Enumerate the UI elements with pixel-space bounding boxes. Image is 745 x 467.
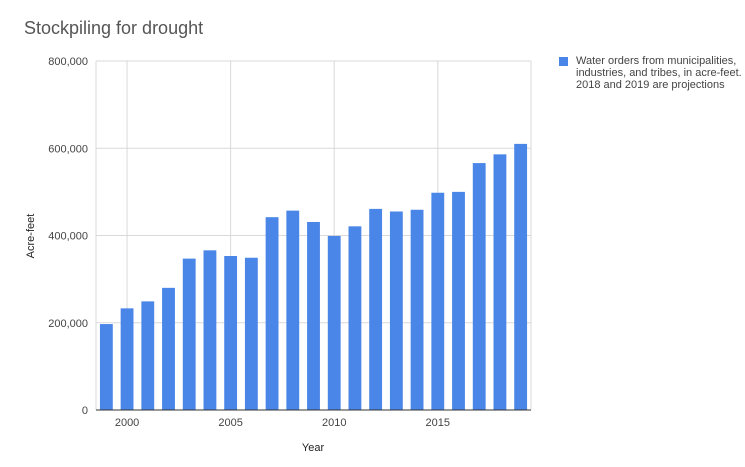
y-tick-label: 200,000 — [48, 318, 88, 330]
bar-2012 — [369, 208, 383, 410]
bars — [99, 143, 528, 410]
bar-2009 — [307, 221, 320, 410]
bar-2015 — [431, 192, 445, 410]
x-tick-label: 2000 — [115, 417, 139, 429]
bar-2003 — [182, 258, 196, 410]
bar-2014 — [410, 209, 424, 410]
bar-2017 — [472, 163, 486, 410]
bar-2019 — [514, 143, 528, 410]
bar-2001 — [141, 301, 155, 410]
bar-2000 — [120, 308, 134, 410]
x-tick-label: 2005 — [218, 417, 242, 429]
legend-label: Water orders from municipalities, indust… — [576, 55, 742, 91]
y-tick-label: 0 — [82, 405, 88, 417]
y-axis-title: Acre-feet — [25, 214, 37, 259]
x-tick-label: 2015 — [426, 417, 450, 429]
y-tick-labels: 0 200,000 400,000 600,000 800,000 — [48, 56, 88, 417]
bar-2008 — [286, 210, 300, 410]
x-tick-labels: 2000 2005 2010 2015 — [115, 417, 450, 429]
bar-2018 — [493, 154, 507, 410]
x-tick-label: 2010 — [322, 417, 346, 429]
x-axis-title: Year — [302, 442, 325, 454]
bar-2002 — [162, 287, 175, 410]
legend-swatch — [559, 57, 568, 66]
y-tick-label: 800,000 — [48, 56, 88, 68]
bar-2005 — [224, 256, 238, 410]
bar-2016 — [452, 191, 465, 410]
legend: Water orders from municipalities, indust… — [559, 55, 744, 91]
y-tick-label: 400,000 — [48, 231, 88, 243]
bar-2013 — [389, 211, 403, 410]
bar-2007 — [265, 217, 279, 410]
y-tick-label: 600,000 — [48, 143, 88, 155]
bar-1999 — [99, 324, 113, 410]
chart-title: Stockpiling for drought — [24, 18, 204, 38]
bar-2004 — [203, 250, 217, 410]
bar-2011 — [348, 226, 362, 410]
bar-2010 — [327, 235, 341, 410]
bar-2006 — [244, 257, 258, 410]
